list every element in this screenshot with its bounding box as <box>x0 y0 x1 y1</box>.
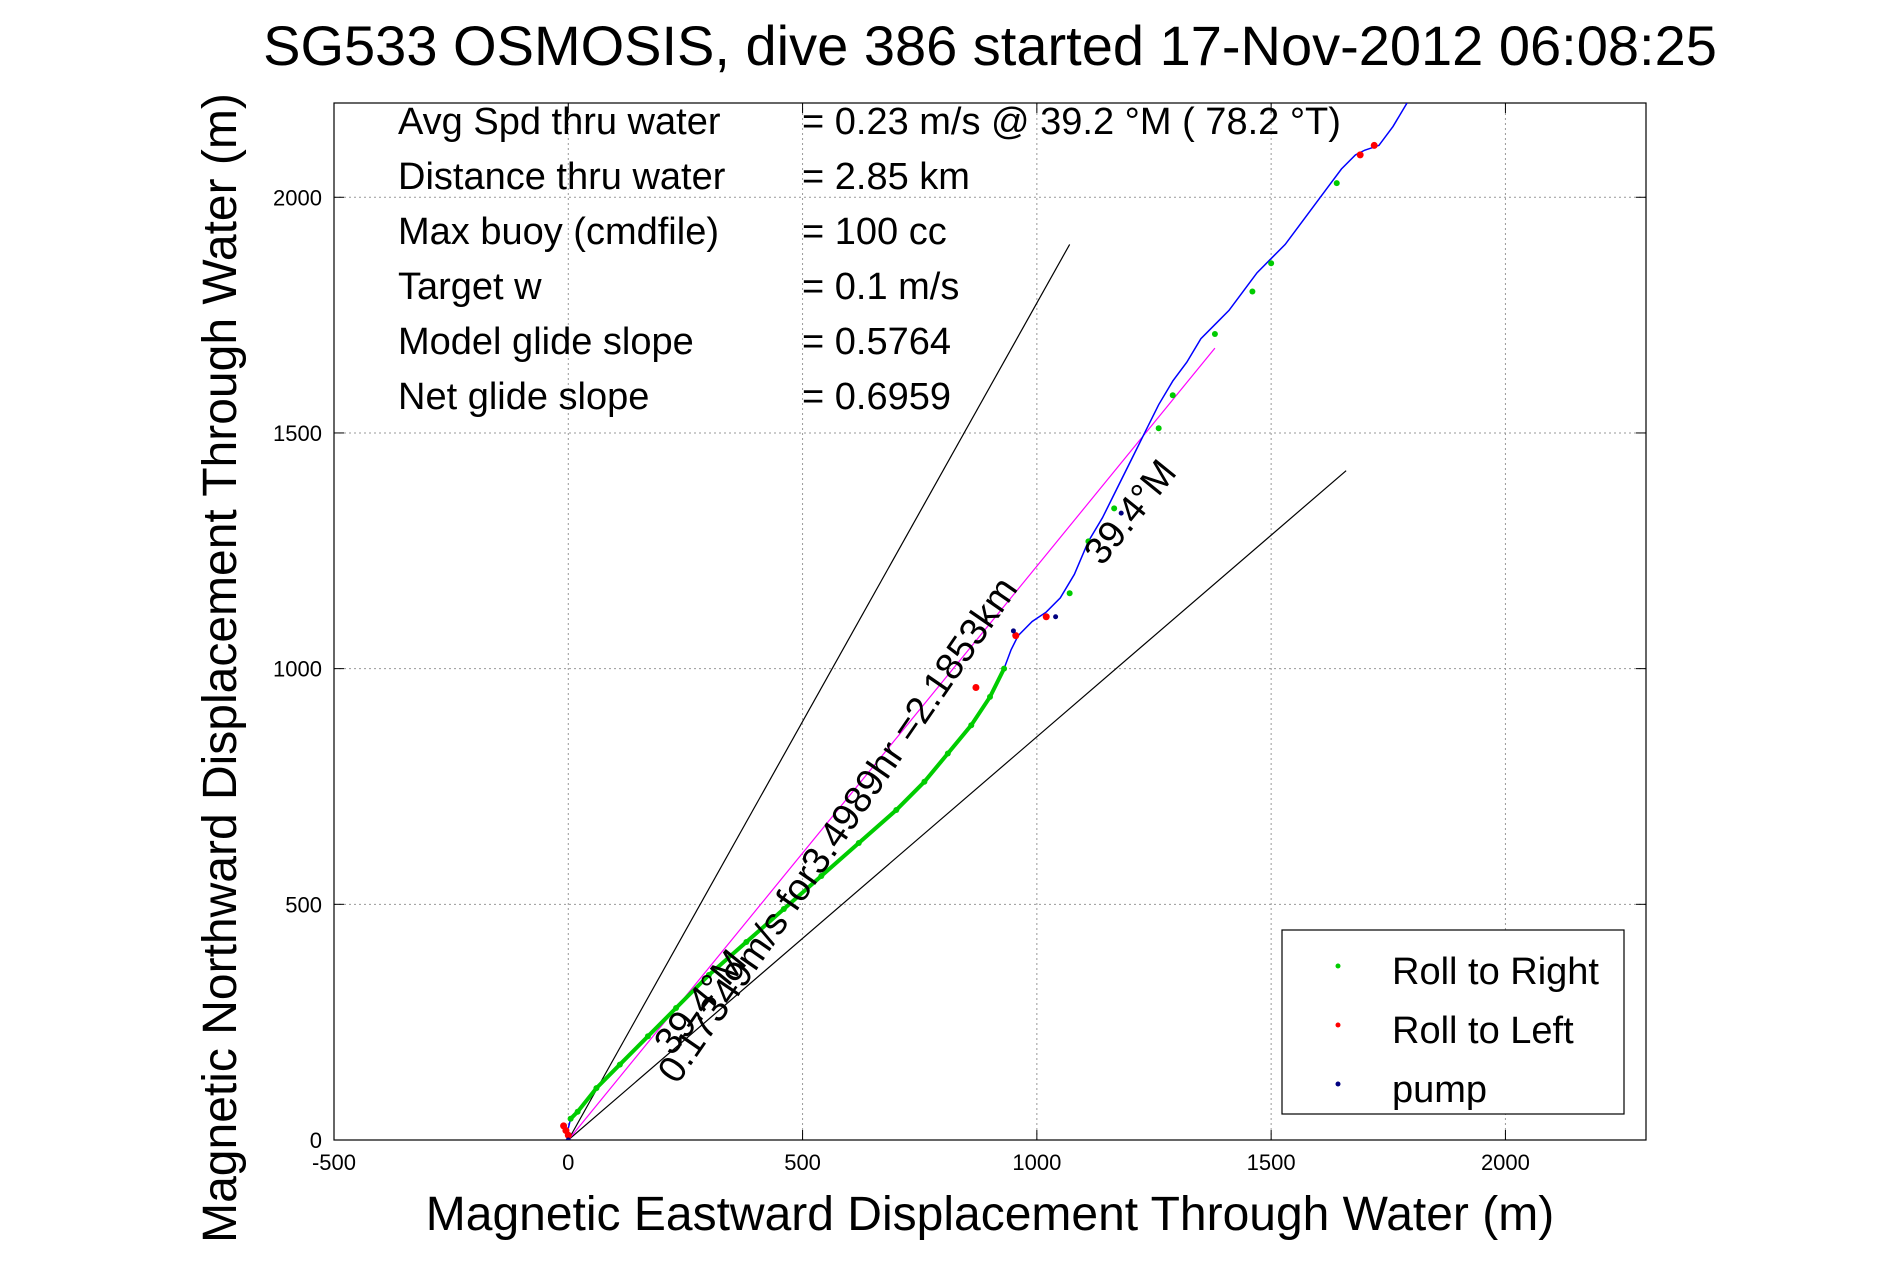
plot-frame <box>333 102 1647 1141</box>
legend-label: pump <box>1392 1069 1487 1111</box>
x-axis-label: Magnetic Eastward Displacement Through W… <box>426 1188 1554 1241</box>
pump-point <box>1010 628 1016 634</box>
x-tick-label: 1500 <box>1247 1150 1296 1175</box>
y-tick-label: 500 <box>285 892 322 917</box>
info-value: = 2.85 km <box>802 156 970 198</box>
roll-left-point <box>972 683 980 691</box>
info-value: = 100 cc <box>802 211 947 253</box>
legend-label: Roll to Left <box>1392 1010 1574 1052</box>
x-tick-label: 0 <box>562 1150 574 1175</box>
roll-right-point <box>1111 505 1118 512</box>
legend: Roll to Right Roll to Left pump <box>1281 929 1625 1115</box>
info-label: Target w <box>398 266 542 308</box>
info-label: Max buoy (cmdfile) <box>398 211 719 253</box>
roll-right-segment <box>569 667 1006 1121</box>
y-tick-label: 2000 <box>273 185 322 210</box>
info-label: Model glide slope <box>398 321 694 363</box>
legend-marker <box>1335 1022 1341 1028</box>
x-tick-label: 1000 <box>1012 1150 1061 1175</box>
pump-point <box>565 1137 571 1140</box>
x-tick-label: 2000 <box>1481 1150 1530 1175</box>
reference-line-cone-upper <box>567 244 1071 1140</box>
info-value: = 0.1 m/s <box>802 266 959 308</box>
legend-marker <box>1335 963 1341 969</box>
info-label: Net glide slope <box>398 376 649 418</box>
roll-left-point <box>564 1131 572 1139</box>
y-tick-label: 1000 <box>273 657 322 682</box>
roll-right-point <box>1155 425 1162 432</box>
roll-left-point <box>1042 613 1050 621</box>
info-label: Distance thru water <box>398 156 726 198</box>
roll-left-point <box>1012 632 1020 640</box>
reference-line-cone-lower <box>567 470 1347 1140</box>
info-value: = 0.23 m/s @ 39.2 °M ( 78.2 °T) <box>802 101 1341 143</box>
y-tick-label: 0 <box>310 1128 322 1153</box>
info-value: = 0.5764 <box>802 321 951 363</box>
chart-title: SG533 OSMOSIS, dive 386 started 17-Nov-2… <box>263 14 1717 77</box>
x-tick-label: 500 <box>784 1150 821 1175</box>
roll-left-point <box>1356 151 1364 159</box>
roll-right-point <box>1211 330 1218 337</box>
y-tick-label: 1500 <box>273 421 322 446</box>
x-tick-label: -500 <box>312 1150 356 1175</box>
pump-point <box>1118 510 1124 516</box>
roll-right-point <box>1249 288 1256 295</box>
legend-label: Roll to Right <box>1392 951 1599 993</box>
roll-right-point <box>1333 180 1340 187</box>
pump-point <box>1053 614 1059 620</box>
info-label: Avg Spd thru water <box>398 101 721 143</box>
roll-right-point <box>1169 392 1176 399</box>
plot-area <box>560 103 1408 1140</box>
roll-right-point <box>1066 590 1073 597</box>
roll-right-point <box>1268 260 1275 267</box>
y-axis-label: Magnetic Northward Displacement Through … <box>194 93 247 1243</box>
info-value: = 0.6959 <box>802 376 951 418</box>
roll-right-point <box>1085 538 1092 545</box>
legend-marker <box>1335 1081 1341 1087</box>
roll-left-point <box>1370 141 1378 149</box>
info-block: Avg Spd thru water = 0.23 m/s @ 39.2 °M (… <box>398 101 1341 418</box>
annotation-heading-high: 39.4°M <box>1076 452 1185 572</box>
